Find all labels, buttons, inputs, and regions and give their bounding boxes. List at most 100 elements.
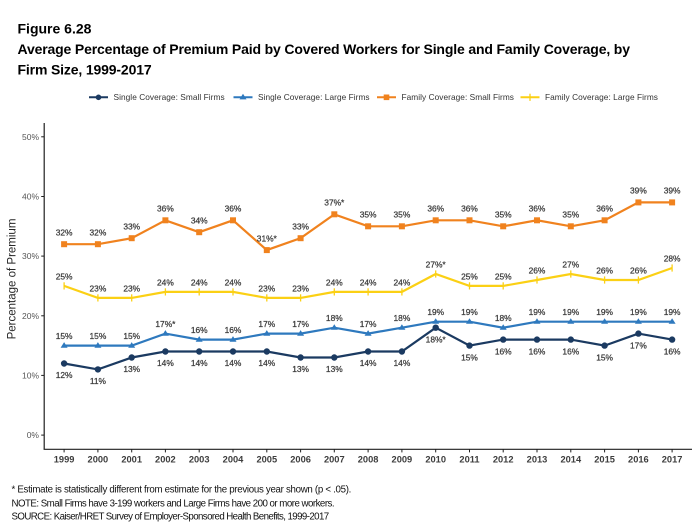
svg-text:2002: 2002 xyxy=(155,455,176,465)
svg-text:33%: 33% xyxy=(123,221,140,231)
svg-text:36%: 36% xyxy=(461,204,478,214)
svg-text:19%: 19% xyxy=(562,307,579,317)
svg-text:16%: 16% xyxy=(562,346,579,356)
svg-text:2000: 2000 xyxy=(88,455,109,465)
svg-text:15%: 15% xyxy=(123,331,140,341)
svg-text:2004: 2004 xyxy=(223,455,245,465)
svg-text:15%: 15% xyxy=(56,331,73,341)
svg-text:* Estimate is statistically di: * Estimate is statistically different fr… xyxy=(12,485,352,496)
svg-text:36%: 36% xyxy=(157,204,174,214)
svg-text:25%: 25% xyxy=(495,272,512,282)
svg-text:40%: 40% xyxy=(22,192,39,202)
svg-text:1999: 1999 xyxy=(54,455,75,465)
svg-text:24%: 24% xyxy=(394,278,411,288)
svg-text:35%: 35% xyxy=(394,210,411,220)
svg-text:18%: 18% xyxy=(326,313,343,323)
svg-text:2007: 2007 xyxy=(324,455,345,465)
svg-text:16%: 16% xyxy=(529,346,546,356)
svg-text:25%: 25% xyxy=(56,272,73,282)
svg-text:2003: 2003 xyxy=(189,455,210,465)
svg-text:24%: 24% xyxy=(326,278,343,288)
svg-text:16%: 16% xyxy=(191,325,208,335)
svg-text:24%: 24% xyxy=(225,278,242,288)
svg-text:19%: 19% xyxy=(529,307,546,317)
svg-text:11%: 11% xyxy=(90,376,107,386)
svg-text:15%: 15% xyxy=(596,352,613,362)
svg-text:26%: 26% xyxy=(596,266,613,276)
svg-text:2014: 2014 xyxy=(560,455,582,465)
svg-text:14%: 14% xyxy=(258,358,275,368)
svg-text:2013: 2013 xyxy=(527,455,548,465)
svg-text:14%: 14% xyxy=(394,358,411,368)
svg-text:24%: 24% xyxy=(157,278,174,288)
svg-text:30%: 30% xyxy=(22,251,39,261)
svg-text:28%: 28% xyxy=(664,254,681,264)
svg-text:Figure 6.28: Figure 6.28 xyxy=(18,21,92,37)
svg-text:2001: 2001 xyxy=(121,455,142,465)
svg-text:15%: 15% xyxy=(90,331,107,341)
svg-text:19%: 19% xyxy=(630,307,647,317)
svg-text:Family Coverage: Large Firms: Family Coverage: Large Firms xyxy=(545,92,658,102)
svg-text:Percentage of Premium: Percentage of Premium xyxy=(7,219,19,340)
svg-text:24%: 24% xyxy=(191,278,208,288)
svg-text:36%: 36% xyxy=(225,204,242,214)
svg-text:18%*: 18%* xyxy=(426,334,447,344)
svg-text:39%: 39% xyxy=(630,186,647,196)
svg-text:23%: 23% xyxy=(258,284,275,294)
svg-text:Single Coverage: Small Firms: Single Coverage: Small Firms xyxy=(114,92,225,102)
svg-text:34%: 34% xyxy=(191,215,208,225)
svg-text:35%: 35% xyxy=(562,210,579,220)
svg-text:14%: 14% xyxy=(157,358,174,368)
svg-text:17%*: 17%* xyxy=(155,319,176,329)
svg-text:2012: 2012 xyxy=(493,455,514,465)
svg-text:50%: 50% xyxy=(22,132,39,142)
svg-text:2006: 2006 xyxy=(290,455,311,465)
svg-text:13%: 13% xyxy=(326,364,343,374)
svg-text:13%: 13% xyxy=(292,364,309,374)
svg-text:2017: 2017 xyxy=(662,455,683,465)
svg-text:2015: 2015 xyxy=(594,455,615,465)
svg-text:25%: 25% xyxy=(461,272,478,282)
svg-text:2009: 2009 xyxy=(392,455,413,465)
svg-text:24%: 24% xyxy=(360,278,377,288)
svg-text:2008: 2008 xyxy=(358,455,379,465)
svg-text:19%: 19% xyxy=(461,307,478,317)
svg-text:SOURCE: Kaiser/HRET Survey of: SOURCE: Kaiser/HRET Survey of Employer-S… xyxy=(12,512,329,523)
svg-text:Average Percentage of Premium: Average Percentage of Premium Paid by Co… xyxy=(18,41,631,57)
svg-text:31%*: 31%* xyxy=(257,233,278,243)
svg-text:0%: 0% xyxy=(27,430,40,440)
svg-text:2005: 2005 xyxy=(256,455,277,465)
svg-text:19%: 19% xyxy=(596,307,613,317)
svg-text:17%: 17% xyxy=(630,340,647,350)
svg-text:32%: 32% xyxy=(56,227,73,237)
svg-text:2011: 2011 xyxy=(459,455,479,465)
svg-text:Firm Size, 1999-2017: Firm Size, 1999-2017 xyxy=(18,62,152,78)
svg-text:20%: 20% xyxy=(22,311,39,321)
svg-text:14%: 14% xyxy=(225,358,242,368)
svg-text:26%: 26% xyxy=(630,266,647,276)
svg-text:14%: 14% xyxy=(191,358,208,368)
svg-text:2010: 2010 xyxy=(425,455,446,465)
svg-text:18%: 18% xyxy=(394,313,411,323)
svg-text:19%: 19% xyxy=(664,307,681,317)
svg-text:36%: 36% xyxy=(529,204,546,214)
svg-text:17%: 17% xyxy=(292,319,309,329)
svg-text:18%: 18% xyxy=(495,313,512,323)
svg-text:12%: 12% xyxy=(56,370,73,380)
svg-text:33%: 33% xyxy=(292,221,309,231)
svg-text:Family Coverage: Small Firms: Family Coverage: Small Firms xyxy=(402,92,515,102)
svg-text:27%: 27% xyxy=(562,260,579,270)
svg-text:17%: 17% xyxy=(258,319,275,329)
svg-text:15%: 15% xyxy=(461,352,478,362)
svg-text:Single Coverage: Large Firms: Single Coverage: Large Firms xyxy=(258,92,370,102)
svg-text:35%: 35% xyxy=(360,210,377,220)
svg-text:13%: 13% xyxy=(123,364,140,374)
svg-text:36%: 36% xyxy=(427,204,444,214)
svg-text:NOTE: Small Firms have 3-199 w: NOTE: Small Firms have 3-199 workers and… xyxy=(12,498,335,509)
svg-text:23%: 23% xyxy=(123,284,140,294)
svg-text:39%: 39% xyxy=(664,186,681,196)
svg-text:36%: 36% xyxy=(596,204,613,214)
svg-text:16%: 16% xyxy=(664,346,681,356)
svg-text:37%*: 37%* xyxy=(324,198,345,208)
svg-text:35%: 35% xyxy=(495,210,512,220)
